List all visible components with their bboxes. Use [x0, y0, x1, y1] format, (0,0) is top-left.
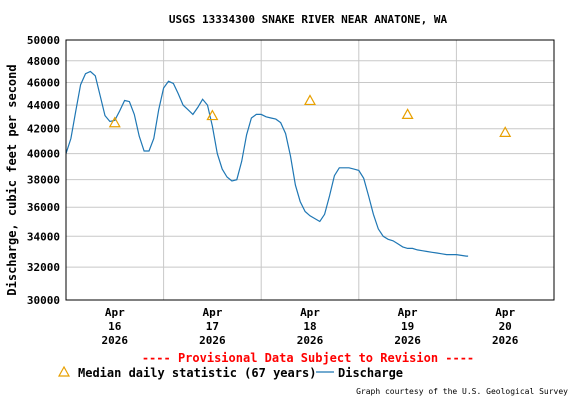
provisional-note: ---- Provisional Data Subject to Revisio…	[142, 351, 474, 365]
x-tick-month: Apr	[105, 306, 125, 319]
median-point	[206, 109, 219, 121]
y-tick-label: 38000	[27, 174, 60, 187]
y-tick-label: 30000	[27, 294, 60, 307]
y-axis-label: Discharge, cubic feet per second	[5, 64, 19, 295]
chart-title: USGS 13334300 SNAKE RIVER NEAR ANATONE, …	[169, 13, 448, 26]
x-tick-month: Apr	[300, 306, 320, 319]
legend-median-label: Median daily statistic (67 years)	[78, 366, 316, 380]
y-tick-label: 40000	[27, 148, 60, 161]
median-point	[108, 116, 121, 128]
x-tick-year: 2026	[394, 334, 421, 347]
y-tick-label: 44000	[27, 99, 60, 112]
y-tick-label: 32000	[27, 261, 60, 274]
median-series	[108, 94, 512, 137]
y-tick-label: 46000	[27, 76, 60, 89]
y-tick-label: 36000	[27, 201, 60, 214]
x-tick-day: 16	[108, 320, 122, 333]
y-tick-label: 50000	[27, 34, 60, 47]
y-axis-ticks: 30000 32000 34000 36000 38000 40000 42000 44000…	[27, 34, 60, 307]
discharge-series	[65, 70, 469, 257]
y-tick-label: 48000	[27, 55, 60, 68]
x-tick-day: 19	[401, 320, 414, 333]
x-tick-year: 2026	[297, 334, 324, 347]
x-tick-month: Apr	[202, 306, 222, 319]
x-tick-month: Apr	[398, 306, 418, 319]
graph-credit: Graph courtesy of the U.S. Geological Su…	[356, 387, 568, 396]
plot-frame	[65, 39, 555, 301]
median-point	[401, 108, 414, 120]
x-tick-day: 18	[303, 320, 316, 333]
y-tick-label: 42000	[27, 123, 60, 136]
x-axis-ticks: Apr162026Apr172026Apr182026Apr192026Apr2…	[102, 306, 519, 347]
y-tick-label: 34000	[27, 230, 60, 243]
discharge-line	[65, 70, 469, 257]
median-point	[303, 94, 317, 106]
median-point	[499, 126, 512, 137]
legend: Median daily statistic (67 years) Dischar…	[57, 365, 403, 380]
x-tick-day: 17	[206, 320, 219, 333]
x-tick-year: 2026	[102, 334, 129, 347]
x-tick-year: 2026	[199, 334, 226, 347]
x-tick-day: 20	[499, 320, 512, 333]
x-tick-year: 2026	[492, 334, 519, 347]
x-tick-month: Apr	[495, 306, 515, 319]
legend-discharge-label: Discharge	[338, 366, 403, 380]
legend-median-symbol	[57, 365, 71, 377]
